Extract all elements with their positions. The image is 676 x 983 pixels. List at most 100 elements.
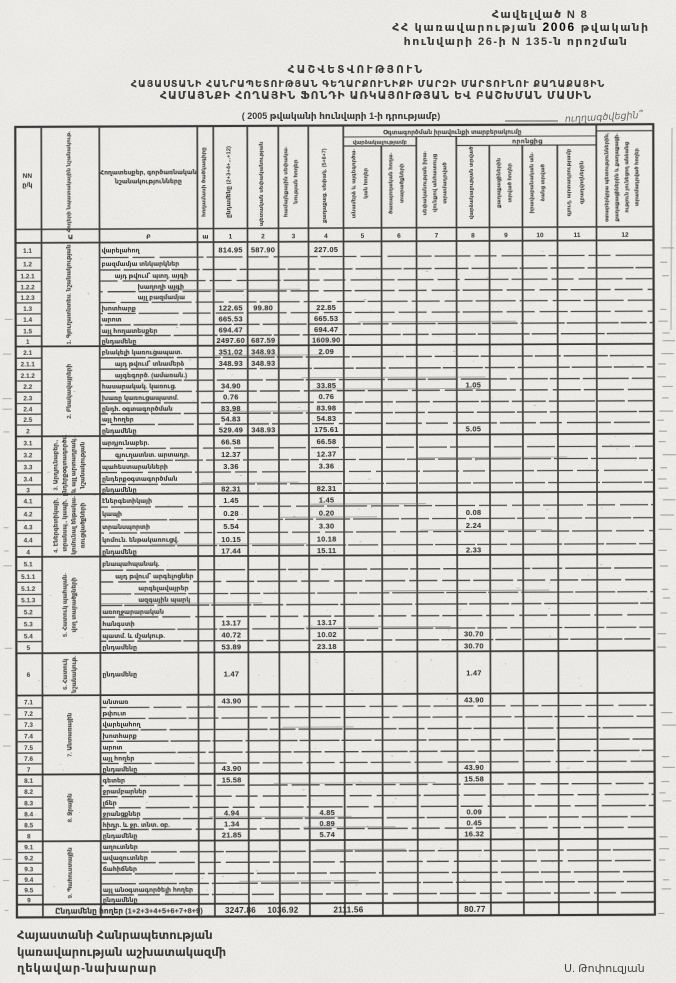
svg-text:ՀԱՄԱՅՆՔԻ ՀՈՂԱՅԻՆ ՖՈՆԴԻ ԱՌԿԱՅՈՒ: ՀԱՄԱՅՆՔԻ ՀՈՂԱՅԻՆ ՖՈՆԴԻ ԱՌԿԱՅՈՒԹՅԱՆ ԵՎ ԲԱ… [160, 90, 592, 102]
svg-text:1. Գյուղատնտես. նշանակության: 1. Գյուղատնտես. նշանակության [67, 244, 73, 344]
svg-text:3.36: 3.36 [223, 462, 238, 471]
svg-text:2.5: 2.5 [23, 417, 32, 424]
svg-text:0.28: 0.28 [223, 509, 238, 518]
svg-text:9.2: 9.2 [24, 855, 33, 862]
svg-text:5: 5 [361, 233, 365, 240]
svg-text:ավազուտներ: ավազուտներ [103, 855, 148, 862]
svg-text:գետեր: գետեր [103, 777, 125, 784]
svg-text:2.4: 2.4 [23, 406, 32, 413]
svg-text:կոմունալ ենթակա-: կոմունալ ենթակա- [72, 496, 78, 555]
svg-text:1: 1 [229, 233, 233, 240]
svg-text:23.18: 23.18 [317, 642, 337, 651]
svg-text:43.90: 43.90 [222, 764, 242, 773]
svg-text:ընդամենը: ընդամենը [103, 766, 138, 773]
svg-text:Օգտագործման իրավունքի տարբերակ: Օգտագործման իրավունքի տարբերակումը [383, 130, 522, 137]
svg-text:54.83: 54.83 [316, 414, 336, 423]
svg-text:10.02: 10.02 [317, 630, 337, 639]
svg-text:15.11: 15.11 [317, 546, 336, 555]
svg-text:5.1: 5.1 [24, 561, 33, 568]
svg-text:ը/կ: ը/կ [22, 182, 32, 189]
svg-text:4.2: 4.2 [24, 511, 33, 518]
svg-text:7.2: 7.2 [24, 711, 33, 718]
svg-text:ՀՀ կառավարության 2006 թվականի: ՀՀ կառավարության 2006 թվականի [392, 20, 650, 34]
svg-text:227.05: 227.05 [314, 245, 338, 254]
svg-text:1: 1 [26, 339, 30, 346]
svg-text:ճահիճներ: ճահիճներ [103, 866, 137, 873]
svg-text:687.59: 687.59 [251, 336, 275, 345]
svg-text:33.85: 33.85 [316, 381, 336, 390]
svg-text:43.90: 43.90 [464, 763, 484, 772]
svg-text:53.89: 53.89 [221, 642, 241, 651]
svg-text:ընդամենը: ընդամենը [103, 897, 138, 904]
svg-text:1.4: 1.4 [23, 317, 32, 324]
svg-text:ծառայողական հողա-: ծառայողական հողա- [388, 152, 394, 214]
svg-text:30.70: 30.70 [464, 630, 484, 639]
svg-text:587.90: 587.90 [251, 245, 275, 254]
svg-text:1.45: 1.45 [223, 496, 238, 505]
svg-text:10.18: 10.18 [317, 534, 337, 543]
svg-text:2: 2 [26, 428, 30, 435]
svg-text:տրանսպորտի: տրանսպորտի [102, 524, 150, 531]
svg-text:կառավարության աշխատակազմի: կառավարության աշխատակազմի [17, 946, 226, 959]
svg-text:այլ հողեր: այլ հողեր [102, 417, 134, 424]
svg-text:3. Արդյունաբեր.,: 3. Արդյունաբեր., [53, 439, 59, 490]
svg-text:1.05: 1.05 [466, 380, 481, 389]
svg-text:348.93: 348.93 [251, 347, 275, 356]
svg-text:ուղղագծվեցին՞: ուղղագծվեցին՞ [565, 110, 644, 125]
svg-text:694.47: 694.47 [314, 325, 338, 334]
svg-text:1036.92: 1036.92 [267, 906, 298, 915]
svg-text:9: 9 [504, 232, 508, 239]
svg-text:կապի: կապի [102, 511, 122, 518]
svg-text:արգելավայրեր: արգելավայրեր [138, 585, 188, 592]
svg-text:վարելահող: վարելահող [103, 722, 142, 729]
svg-text:ձանց տրված: ձանց տրված [540, 163, 546, 201]
svg-text:վարձակալության տրված: վարձակալության տրված [469, 146, 475, 219]
svg-text:արդյունաբեր.: արդյունաբեր. [102, 440, 150, 447]
svg-text:348.93: 348.93 [251, 359, 275, 368]
svg-text:1609.90: 1609.90 [312, 336, 341, 345]
svg-text:արոտ: արոտ [102, 317, 122, 324]
svg-text:2497.60: 2497.60 [216, 336, 245, 345]
svg-text:անտառ: անտառ [102, 699, 128, 706]
svg-text:1.3: 1.3 [23, 306, 32, 313]
svg-text:8.4: 8.4 [24, 811, 33, 818]
svg-text:ընդամենը: ընդամենը [102, 487, 137, 494]
svg-text:8.5: 8.5 [24, 822, 33, 829]
svg-text:66.58: 66.58 [317, 437, 337, 446]
svg-text:աղուտներ: աղուտներ [103, 844, 138, 851]
svg-text:21.85: 21.85 [222, 831, 242, 840]
svg-text:այդ թվում՝ տնամերձ: այդ թվում՝ տնամերձ [115, 360, 185, 368]
svg-text:4. Էներգետիկայի,: 4. Էներգետիկայի, [54, 498, 60, 553]
svg-text:8: 8 [27, 833, 31, 840]
svg-text:կան հողեր: կան հողեր [363, 167, 369, 198]
svg-text:հողամասի ծածկագիրը: հողամասի ծածկագիրը [201, 147, 207, 217]
svg-text:13.17: 13.17 [221, 619, 241, 628]
svg-text:4.1: 4.1 [24, 498, 33, 505]
svg-text:5.74: 5.74 [320, 830, 336, 839]
svg-text:5.4: 5.4 [24, 633, 33, 640]
svg-text:էներգետիկայի: էներգետիկայի [102, 498, 152, 505]
svg-text:հասարակակ. կառուց.: հասարակակ. կառուց. [102, 383, 177, 390]
svg-text:0.76: 0.76 [223, 393, 238, 402]
svg-text:գյուղատնտ. արտադր.: գյուղատնտ. արտադր. [115, 452, 190, 459]
svg-text:ընդամենը: ընդամենը [102, 428, 137, 435]
svg-text:ընդերքօգտագործմ.: ընդերքօգտագործմ. [62, 434, 68, 496]
svg-text:9.1: 9.1 [24, 844, 33, 851]
svg-text:5. Հատուկ պահպան-: 5. Հատուկ պահպան- [63, 573, 69, 637]
svg-text:7: 7 [27, 767, 31, 774]
svg-text:83.98: 83.98 [316, 403, 336, 412]
svg-text:1.34: 1.34 [224, 820, 240, 829]
svg-text:այլ անօգտագործելի հողեր: այլ անօգտագործելի հողեր [103, 887, 193, 894]
svg-text:4.94: 4.94 [224, 809, 240, 818]
svg-text:1.47: 1.47 [466, 668, 481, 677]
svg-text:348.93: 348.93 [219, 359, 243, 368]
svg-text:խոտհարք: խոտհարք [103, 733, 137, 740]
svg-text:տրամադրված հողեր: տրամադրված հողեր [634, 148, 640, 206]
svg-text:Հողերի նպատակային նշանակութ.: Հողերի նպատակային նշանակութ. [66, 131, 72, 233]
svg-text:վող տարածքների: վող տարածքների [72, 577, 78, 632]
svg-text:9. Պահուստային: 9. Պահուստային [68, 847, 74, 898]
svg-text:6: 6 [27, 672, 31, 679]
svg-text:այդ թվում՝ արգելոցներ: այդ թվում՝ արգելոցներ [115, 572, 193, 580]
svg-text:665.53: 665.53 [314, 314, 338, 323]
svg-text:7.3: 7.3 [24, 722, 33, 729]
